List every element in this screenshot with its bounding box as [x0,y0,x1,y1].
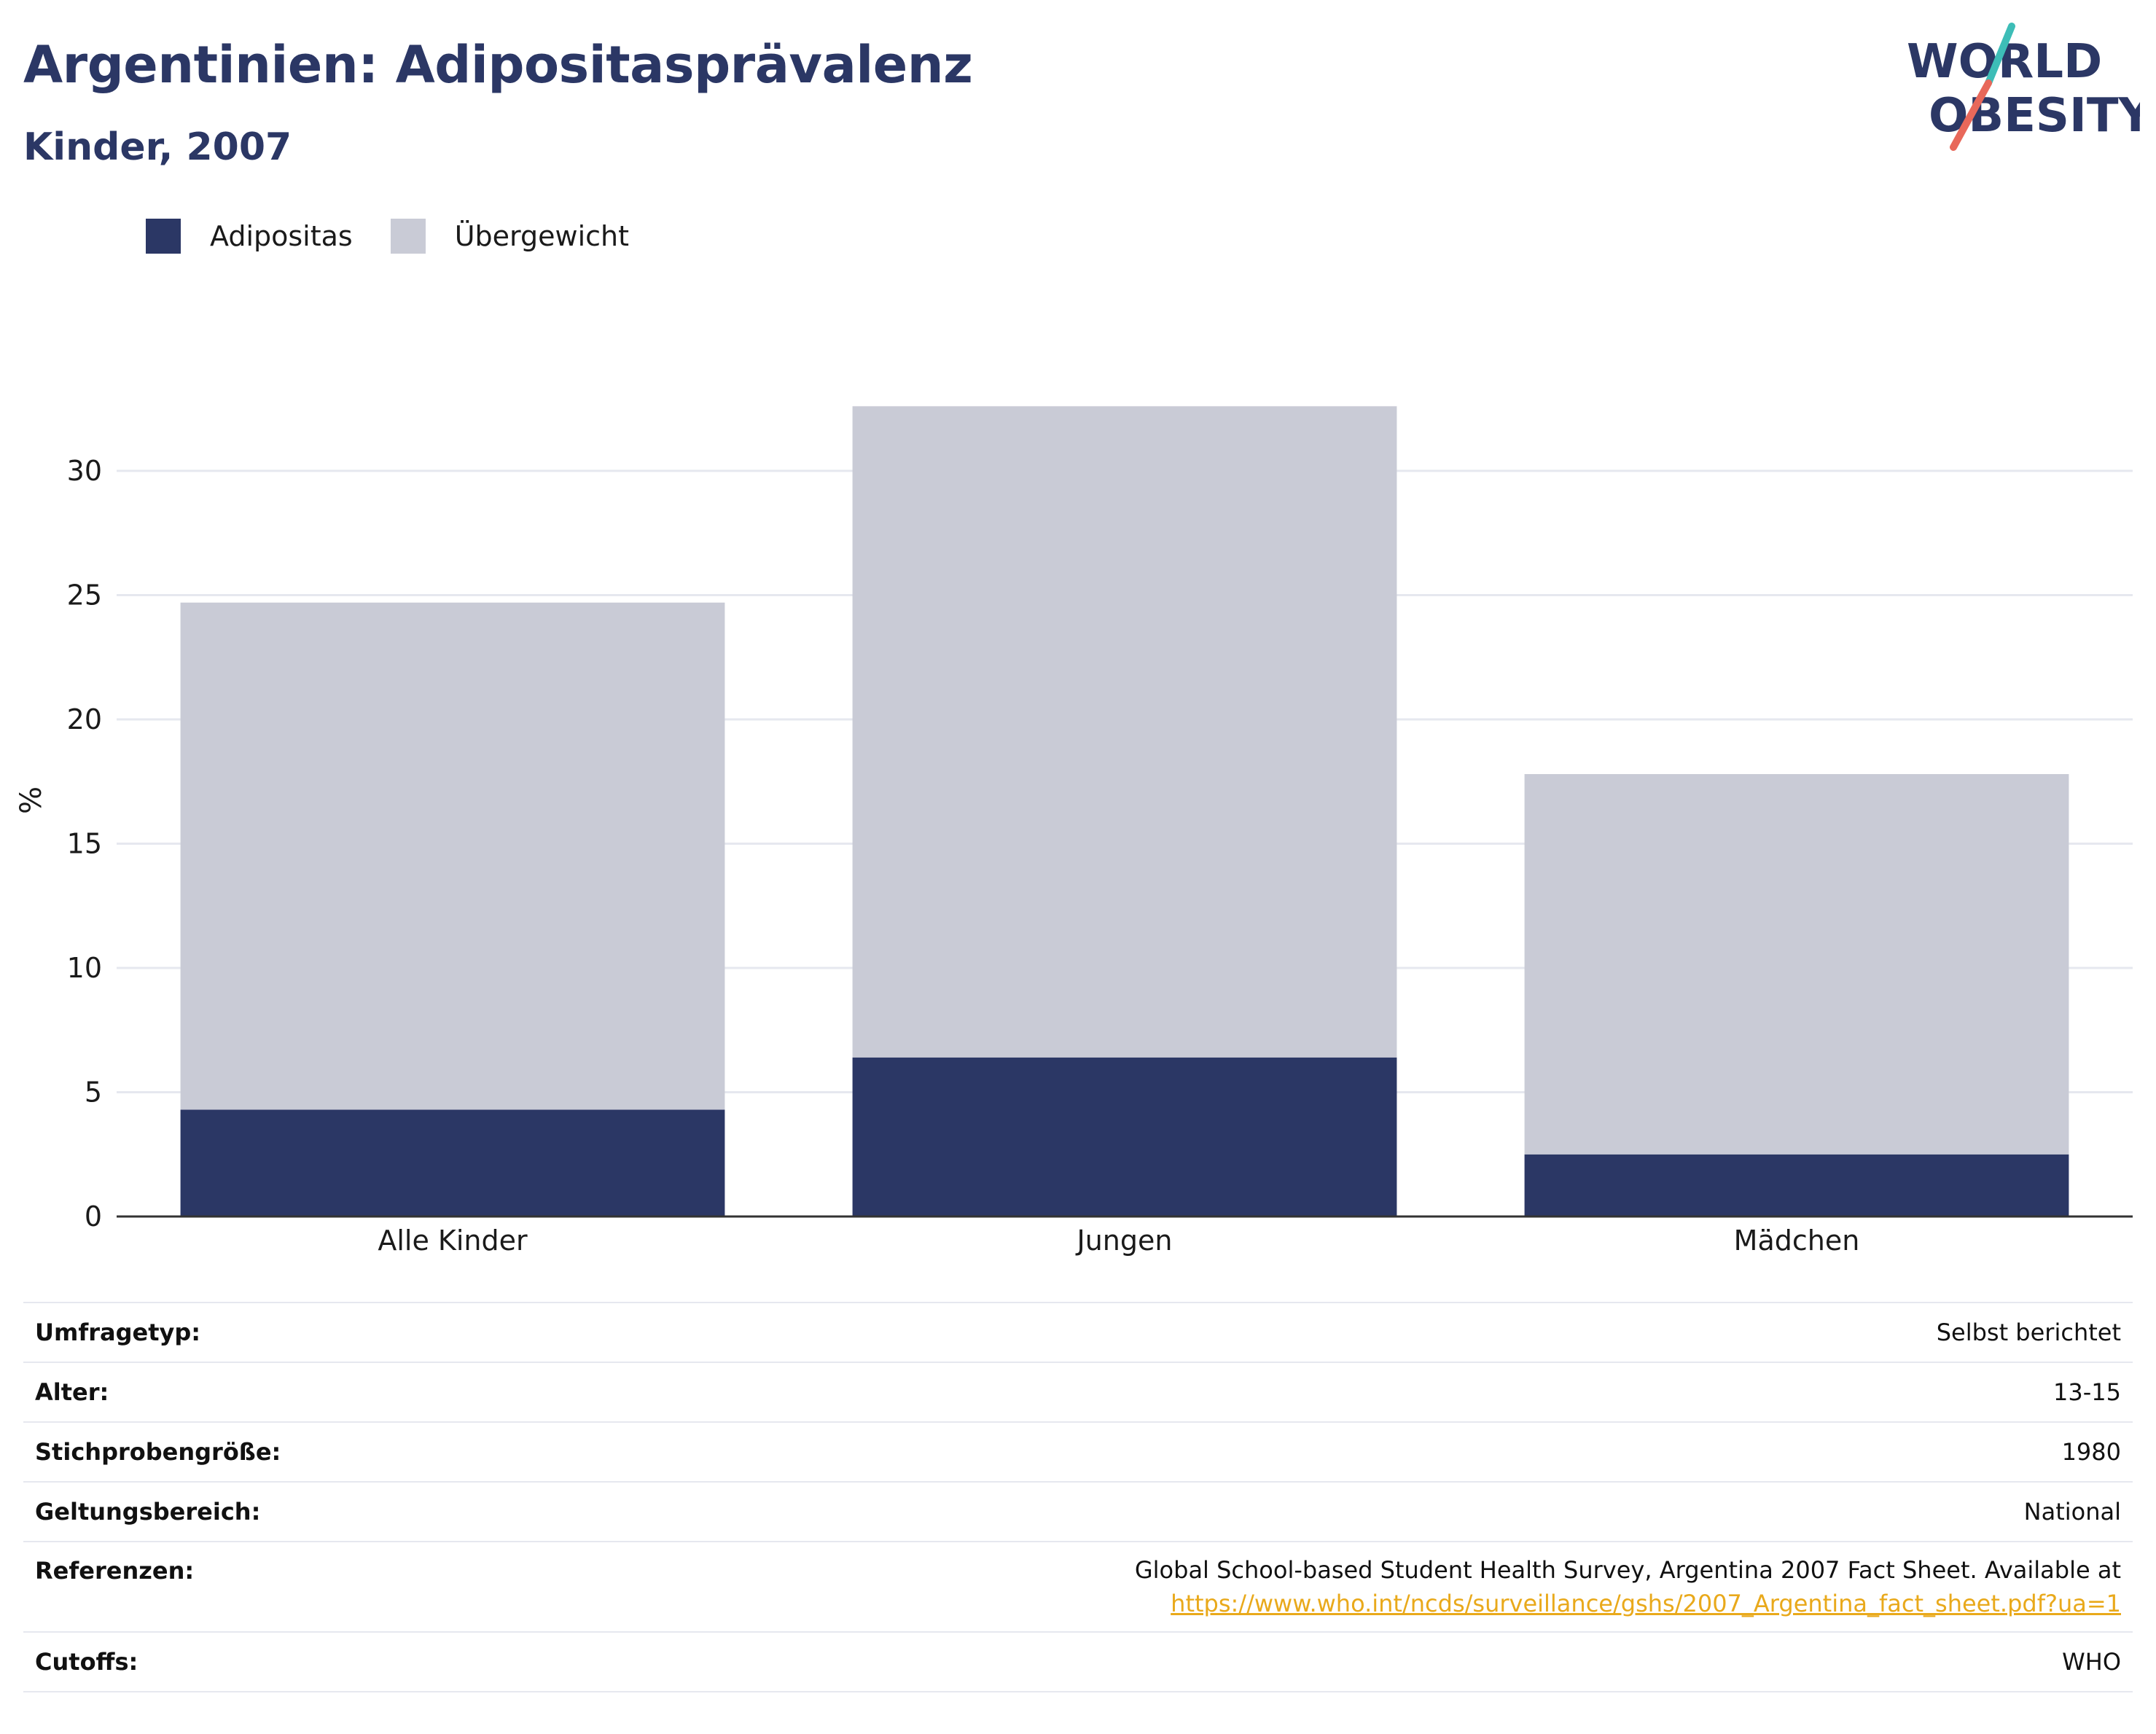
reference-text: Global School-based Student Health Surve… [1134,1556,2121,1584]
y-tick-label: 20 [67,703,102,735]
x-tick-label: Mädchen [1734,1225,1860,1257]
info-value: 13-15 [467,1362,2133,1423]
y-tick-label: 25 [67,579,102,612]
y-tick-label: 15 [67,828,102,860]
info-value: WHO [467,1631,2133,1692]
info-row-scope: Geltungsbereich: National [23,1481,2133,1542]
info-key: Umfragetyp: [23,1302,468,1363]
legend-item-adipositas[interactable]: Adipositas [146,219,353,254]
bar-adipositas [1524,1154,2069,1216]
y-tick-label: 10 [67,952,102,984]
reference-link[interactable]: https://www.who.int/ncds/surveillance/gs… [1171,1590,2121,1617]
y-tick-label: 5 [85,1077,102,1109]
chart-subtitle: Kinder, 2007 [23,125,292,169]
logo-slash-bottom [1950,79,1992,151]
info-key: Geltungsbereich: [23,1481,468,1542]
logo-slash-top [1985,23,2015,87]
y-tick-label: 0 [85,1200,102,1233]
survey-info-table: Umfragetyp: Selbst berichtet Alter: 13-1… [23,1302,2133,1692]
x-tick-label: Alle Kinder [378,1225,528,1257]
legend-label-uebergewicht: Übergewicht [454,220,629,252]
info-value: National [467,1481,2133,1542]
info-value: Selbst berichtet [467,1302,2133,1363]
legend-swatch-uebergewicht [390,219,426,254]
legend-label-adipositas: Adipositas [210,220,353,252]
chart-title: Argentinien: Adipositasprävalenz [23,35,973,95]
info-key: Stichprobengröße: [23,1421,468,1483]
bar-uebergewicht [180,602,725,1110]
chart-legend: Adipositas Übergewicht [146,216,667,257]
info-key: Cutoffs: [23,1631,468,1692]
bar-uebergewicht [852,406,1397,1058]
y-tick-label: 30 [67,455,102,487]
info-row-sample-size: Stichprobengröße: 1980 [23,1421,2133,1483]
info-key: Alter: [23,1362,468,1423]
y-axis-title: % [15,786,48,814]
bar-adipositas [852,1057,1397,1216]
x-tick-label: Jungen [1076,1225,1173,1257]
info-row-survey-type: Umfragetyp: Selbst berichtet [23,1302,2133,1363]
info-row-cutoffs: Cutoffs: WHO [23,1631,2133,1692]
bar-uebergewicht [1524,774,2069,1155]
legend-swatch-adipositas [146,219,181,254]
axes: 0 5 10 15 20 25 30 Alle Kinder Jungen Mädchen [67,455,2133,1257]
stacked-bar-chart: 0 5 10 15 20 25 30 Alle Kinder Jungen Mädchen % [15,406,2133,1257]
info-row-references: Referenzen: Global School-based Student … [23,1541,2133,1633]
info-row-age: Alter: 13-15 [23,1362,2133,1423]
bar-adipositas [180,1109,725,1216]
info-key: Referenzen: [23,1541,468,1633]
legend-item-uebergewicht[interactable]: Übergewicht [390,219,629,254]
world-obesity-logo: WORLD OBESITY [1907,23,2140,151]
bars [180,406,2069,1216]
info-value: 1980 [467,1421,2133,1483]
info-value: Global School-based Student Health Surve… [467,1541,2133,1633]
